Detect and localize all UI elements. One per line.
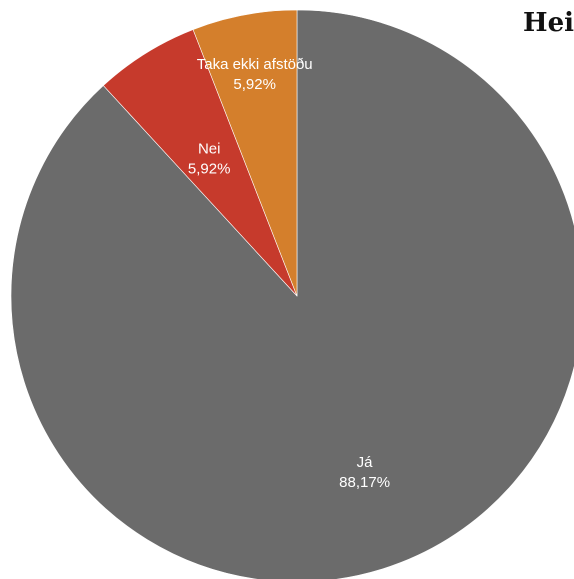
slice-label-1: Já xyxy=(357,454,374,471)
page-heading-fragment: Hei xyxy=(523,8,574,38)
pie-slice-1 xyxy=(10,9,574,579)
slice-value-label-3: 5,92% xyxy=(233,76,276,93)
pie-slice-3 xyxy=(192,9,298,297)
slice-label-3: Taka ekki afstöðu xyxy=(197,56,313,73)
slice-label-2: Nei xyxy=(198,140,221,157)
slice-value-label-2: 5,92% xyxy=(188,160,231,177)
slice-value-label-1: 88,17% xyxy=(339,474,390,491)
